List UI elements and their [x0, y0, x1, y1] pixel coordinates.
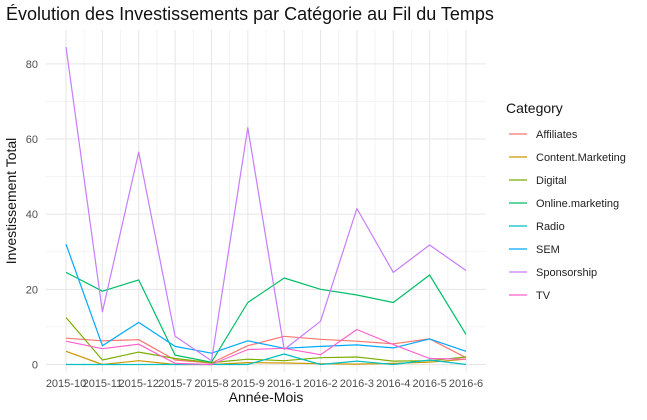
y-tick-label: 20	[26, 284, 38, 296]
x-tick-label: 2015-12	[119, 378, 159, 390]
series-lines	[65, 46, 467, 366]
y-tick-label: 40	[26, 209, 38, 221]
grid	[46, 30, 486, 372]
series-line	[65, 328, 467, 366]
x-tick-label: 2016-6	[449, 378, 483, 390]
x-tick-label: 2016-1	[267, 378, 301, 390]
x-tick-label: 2015-11	[83, 378, 123, 390]
x-tick-label: 2015-8	[194, 378, 228, 390]
x-axis-title: Année-Mois	[229, 389, 304, 405]
legend-title: Category	[506, 100, 563, 116]
chart-title: Évolution des Investissements par Catégo…	[6, 4, 494, 24]
x-tick-label: 2015-7	[158, 378, 192, 390]
series-line	[65, 46, 467, 362]
legend-label: Content.Marketing	[536, 152, 626, 164]
y-tick-label: 0	[32, 359, 38, 371]
legend-label: SEM	[536, 244, 560, 256]
x-tick-label: 2016-2	[303, 378, 337, 390]
x-tick-label: 2016-4	[376, 378, 410, 390]
legend-label: TV	[536, 290, 551, 302]
x-tick-label: 2015-10	[46, 378, 86, 390]
y-tick-label: 80	[26, 59, 38, 71]
x-tick-label: 2016-5	[413, 378, 447, 390]
legend-label: Affiliates	[536, 129, 578, 141]
legend-label: Radio	[536, 221, 565, 233]
legend-label: Digital	[536, 175, 567, 187]
y-axis-title: Investissement Total	[3, 138, 19, 265]
series-line	[65, 335, 467, 364]
series-line	[65, 271, 467, 363]
series-line	[65, 317, 467, 364]
y-axis-ticks: 0 20 40 60 80	[26, 59, 38, 372]
legend-label: Online.marketing	[536, 198, 619, 210]
series-line	[66, 353, 467, 366]
legend: Category Affiliates Content.Marketing Digi…	[506, 100, 626, 302]
y-tick-label: 60	[26, 134, 38, 146]
x-tick-label: 2016-3	[340, 378, 374, 390]
x-tick-label: 2015-9	[231, 378, 265, 390]
legend-label: Sponsorship	[536, 267, 597, 279]
